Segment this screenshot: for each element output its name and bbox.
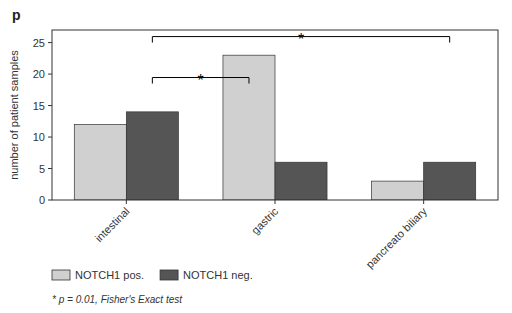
y-tick bbox=[48, 105, 52, 106]
y-tick bbox=[48, 42, 52, 43]
footnote: * p = 0.01, Fisher's Exact test bbox=[52, 294, 183, 305]
bar bbox=[372, 181, 424, 200]
bar bbox=[74, 124, 126, 200]
bar bbox=[424, 162, 476, 200]
bar bbox=[275, 162, 327, 200]
x-tick bbox=[126, 200, 127, 204]
significance-label: * bbox=[298, 31, 304, 48]
legend-swatch bbox=[52, 270, 70, 280]
x-tick-label: intestinal bbox=[93, 205, 132, 244]
title: p bbox=[12, 7, 21, 23]
y-tick-label: 5 bbox=[39, 163, 45, 175]
y-tick-label: 10 bbox=[33, 131, 45, 143]
legend-swatch bbox=[160, 270, 178, 280]
y-axis-label: number of patient samples bbox=[8, 50, 20, 180]
bar bbox=[126, 112, 178, 200]
chart: p 0 5 10 15 20 25 number of patient samples inte… bbox=[0, 0, 512, 313]
bars bbox=[74, 55, 475, 200]
y-tick bbox=[48, 168, 52, 169]
x-tick bbox=[275, 200, 276, 204]
legend-label: NOTCH1 pos. bbox=[75, 269, 144, 281]
y-tick-label: 25 bbox=[33, 37, 45, 49]
significance-label: * bbox=[198, 72, 204, 89]
y-tick bbox=[48, 200, 52, 201]
x-tick-label: gastric bbox=[249, 205, 281, 237]
x-tick-label: pancreato biliary bbox=[364, 205, 430, 271]
y-tick bbox=[48, 74, 52, 75]
y-tick-label: 20 bbox=[33, 68, 45, 80]
y-tick-label: 15 bbox=[33, 100, 45, 112]
plot-frame bbox=[52, 30, 498, 200]
legend-label: NOTCH1 neg. bbox=[183, 269, 253, 281]
y-tick-label: 0 bbox=[39, 194, 45, 206]
y-tick bbox=[48, 137, 52, 138]
x-tick bbox=[423, 200, 424, 204]
bar bbox=[223, 55, 275, 200]
